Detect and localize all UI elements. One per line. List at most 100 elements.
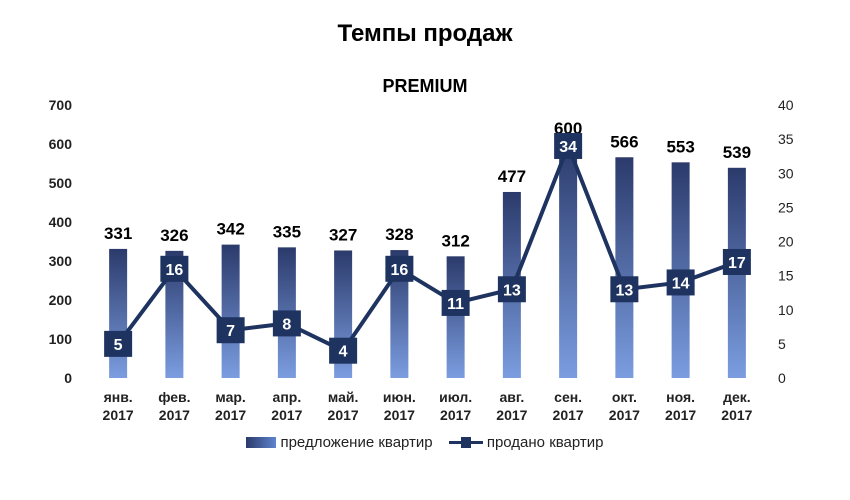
- line-marker: [104, 330, 133, 357]
- legend: предложение квартир продано квартир: [0, 434, 850, 452]
- y-left-tick-label: 600: [49, 136, 73, 152]
- line-marker: [666, 269, 695, 296]
- x-tick-label-year: 2017: [440, 407, 471, 423]
- bar: [109, 248, 128, 378]
- y-right-tick-label: 20: [778, 234, 794, 250]
- y-left-tick-label: 500: [49, 175, 73, 191]
- y-left-tick-label: 400: [49, 214, 73, 230]
- x-tick-label-month: янв.: [104, 389, 133, 405]
- legend-item-line: продано квартир: [448, 434, 604, 451]
- y-left-tick-label: 700: [49, 97, 73, 113]
- x-tick-label-month: ноя.: [666, 389, 695, 405]
- line-marker: [554, 132, 583, 159]
- x-tick-label-year: 2017: [384, 407, 415, 423]
- x-tick-label-year: 2017: [721, 407, 752, 423]
- y-left-tick-label: 200: [49, 292, 73, 308]
- line-data-label: 16: [390, 262, 408, 279]
- x-tick-label-month: июн.: [383, 389, 416, 405]
- bar: [390, 250, 409, 378]
- legend-bar-swatch: [246, 437, 277, 448]
- bar-series: [109, 144, 746, 378]
- y-right-tick-label: 15: [778, 268, 794, 284]
- y-right-tick-label: 0: [778, 370, 786, 386]
- chart-title: Темпы продаж: [337, 20, 513, 47]
- line-data-label: 4: [339, 344, 348, 361]
- x-tick-label-month: май.: [328, 389, 358, 405]
- bar-data-label: 477: [498, 167, 526, 186]
- line-marker: [272, 310, 301, 337]
- bar: [446, 256, 465, 378]
- left-axis: 0 100 200 300 400 500 600 700: [49, 97, 73, 386]
- line-marker: [722, 248, 751, 275]
- bar: [615, 157, 634, 378]
- legend-line-label: продано квартир: [486, 434, 604, 451]
- x-tick-label-year: 2017: [496, 407, 527, 423]
- bar-data-label: 342: [216, 220, 244, 239]
- bar-data-label: 328: [385, 225, 413, 244]
- x-tick-label-year: 2017: [328, 407, 359, 423]
- x-tick-label-month: авг.: [500, 389, 525, 405]
- bar: [165, 250, 184, 378]
- bar: [221, 244, 240, 378]
- line-data-label: 7: [226, 323, 235, 340]
- bar-data-label: 566: [610, 132, 638, 151]
- x-tick-label-year: 2017: [665, 407, 696, 423]
- y-right-tick-label: 25: [778, 199, 794, 215]
- x-tick-label-month: фев.: [158, 389, 190, 405]
- line-data-label: 8: [282, 316, 291, 333]
- x-tick-label-year: 2017: [271, 407, 302, 423]
- y-left-tick-label: 100: [49, 331, 73, 347]
- y-right-tick-label: 30: [778, 165, 794, 181]
- legend-bars-label: предложение квартир: [280, 434, 433, 451]
- bar-data-label: 326: [160, 226, 188, 245]
- line-marker: [329, 337, 358, 364]
- bar: [559, 144, 578, 378]
- y-right-tick-label: 40: [778, 97, 794, 113]
- line-data-label: 5: [114, 337, 123, 354]
- line-data-label: 34: [559, 139, 577, 156]
- line-marker: [610, 276, 639, 303]
- line-marker: [216, 317, 245, 344]
- y-left-tick-label: 0: [64, 370, 72, 386]
- y-right-tick-label: 5: [778, 336, 786, 352]
- line-path: [116, 143, 738, 353]
- line-data-label: 14: [672, 275, 690, 292]
- x-tick-label-month: окт.: [612, 389, 637, 405]
- bar-data-label: 553: [666, 137, 694, 156]
- line-data-label: 16: [165, 262, 183, 279]
- x-tick-label-year: 2017: [553, 407, 584, 423]
- x-tick-label-month: дек.: [723, 389, 751, 405]
- legend-item-bars: предложение квартир: [246, 434, 433, 451]
- x-tick-label-year: 2017: [215, 407, 246, 423]
- line-marker: [497, 276, 526, 303]
- bar-data-label: 327: [329, 225, 357, 244]
- line-series: 5 16 7 8 4 16 11 13 34 13 14 17: [104, 132, 751, 364]
- bar-data-label: 335: [273, 222, 301, 241]
- line-data-label: 17: [728, 255, 746, 272]
- x-tick-label-year: 2017: [159, 407, 190, 423]
- line-data-label: 11: [447, 296, 464, 313]
- x-tick-label-month: мар.: [215, 389, 245, 405]
- x-tick-label-month: сен.: [554, 389, 582, 405]
- x-tick-label-month: июл.: [439, 389, 472, 405]
- line-data-label: 13: [615, 282, 633, 299]
- x-tick-label-month: апр.: [273, 389, 302, 405]
- bar-data-label: 331: [104, 224, 132, 243]
- line-marker: [160, 255, 189, 282]
- bar-data-label: 312: [441, 231, 469, 250]
- chart-subtitle: PREMIUM: [382, 76, 468, 96]
- line-data-label: 13: [503, 282, 521, 299]
- x-tick-label-year: 2017: [609, 407, 640, 423]
- y-left-tick-label: 300: [49, 253, 73, 269]
- y-right-tick-label: 35: [778, 131, 794, 147]
- y-right-tick-label: 10: [778, 302, 794, 318]
- legend-line-swatch: [448, 437, 483, 448]
- line-marker: [441, 289, 470, 316]
- x-tick-label-year: 2017: [103, 407, 134, 423]
- bar-data-label: 539: [723, 143, 751, 162]
- right-axis: 0 5 10 15 20 25 30 35 40: [778, 97, 794, 386]
- x-axis-labels: янв. 2017 фев. 2017 мар. 2017 апр. 2017 май. 2017…: [103, 389, 753, 423]
- line-marker: [385, 255, 414, 282]
